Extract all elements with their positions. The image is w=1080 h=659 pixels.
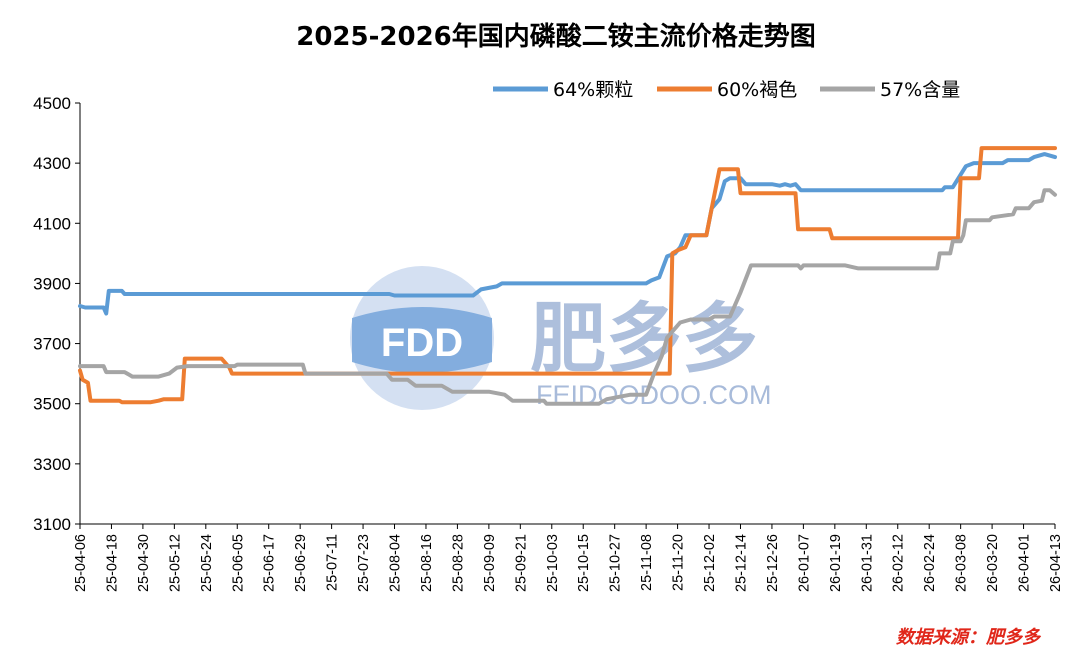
x-tick-label: 25-05-12 [167, 534, 183, 592]
x-tick-label: 25-06-17 [262, 534, 278, 592]
x-tick-label: 26-02-12 [891, 534, 907, 592]
y-tick-label: 4100 [33, 214, 71, 233]
legend-label: 60%褐色 [717, 79, 797, 101]
y-tick-label: 3500 [33, 395, 71, 414]
series-line-3 [78, 188, 1057, 406]
x-tick-label: 25-06-29 [293, 534, 309, 592]
legend: 64%颗粒 60%褐色 57%含量 [493, 79, 960, 101]
series-line-2 [78, 146, 1057, 405]
y-tick-label: 3700 [33, 335, 71, 354]
x-tick-label: 26-02-24 [922, 534, 938, 592]
x-tick-label: 25-04-18 [104, 534, 120, 592]
watermark-logo: FDD [350, 266, 494, 410]
x-tick-label: 25-08-16 [419, 534, 435, 592]
x-tick-label: 25-10-15 [576, 534, 592, 592]
x-tick-label: 26-01-31 [859, 534, 875, 592]
x-tick-label: 25-08-04 [388, 534, 404, 592]
x-tick-label: 25-10-27 [608, 534, 624, 592]
x-tick-label: 25-05-24 [199, 534, 215, 592]
x-tick-label: 25-12-14 [733, 534, 749, 592]
x-tick-label: 26-03-20 [985, 534, 1001, 592]
x-tick-label: 26-01-19 [828, 534, 844, 592]
x-tick-label: 25-11-20 [671, 534, 687, 591]
x-tick-label: 26-01-07 [796, 534, 812, 592]
y-tick-label: 3900 [33, 274, 71, 293]
x-tick-label: 25-07-23 [356, 534, 372, 592]
x-tick-label: 25-10-03 [545, 534, 561, 592]
x-tick-label: 26-04-01 [1017, 534, 1033, 592]
x-tick-label: 25-06-05 [230, 534, 246, 592]
x-tick-label: 26-04-13 [1048, 534, 1064, 592]
watermark-brand: 肥多多 [530, 294, 758, 383]
x-tick-label: 25-12-26 [765, 534, 781, 592]
legend-label: 57%含量 [880, 79, 960, 101]
y-tick-label: 4300 [33, 154, 71, 173]
series-group [78, 146, 1057, 406]
legend-label: 64%颗粒 [553, 79, 633, 101]
y-tick-label: 4500 [33, 94, 71, 113]
x-tick-label: 25-08-28 [450, 534, 466, 592]
x-tick-label: 26-03-08 [954, 534, 970, 592]
y-tick-label: 3100 [33, 515, 71, 534]
x-tick-label: 25-09-21 [513, 534, 529, 592]
x-tick-label: 25-04-30 [136, 534, 152, 592]
axes: 3100 3300 3500 3700 3900 4100 4300 4500 25-04-06… [33, 94, 1064, 592]
x-tick-label: 25-09-09 [482, 534, 498, 592]
x-tick-label: 25-04-06 [73, 534, 89, 592]
series-line-1 [78, 152, 1057, 316]
watermark: FDD 肥多多 FEIDOODOO.COM [350, 266, 772, 410]
data-source: 数据来源：肥多多 [896, 627, 1042, 648]
x-tick-label: 25-12-02 [702, 534, 718, 592]
y-tick-label: 3300 [33, 455, 71, 474]
x-tick-label: 25-07-11 [325, 534, 341, 591]
x-tick-label: 25-11-08 [639, 534, 655, 591]
watermark-logo-text: FDD [381, 321, 463, 365]
chart-title: 2025-2026年国内磷酸二铵主流价格走势图 [296, 21, 816, 52]
